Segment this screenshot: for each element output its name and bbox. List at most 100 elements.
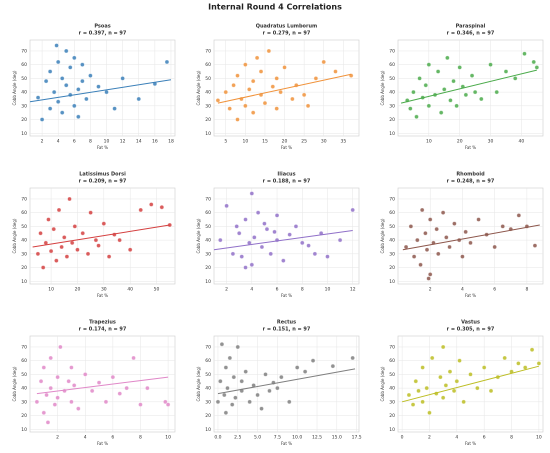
point	[516, 361, 521, 366]
point	[454, 103, 459, 108]
point	[251, 110, 256, 115]
plot-area	[397, 187, 544, 285]
y-tick-label: 50	[21, 224, 27, 230]
point	[227, 355, 232, 361]
y-tick-label: 60	[21, 210, 27, 216]
point	[223, 410, 229, 415]
point	[254, 55, 260, 60]
point	[247, 87, 252, 92]
point	[418, 262, 423, 267]
point	[440, 344, 446, 350]
point	[275, 385, 280, 391]
x-tick-label: 8	[525, 287, 528, 293]
point	[293, 224, 299, 229]
point	[424, 247, 430, 252]
point	[64, 48, 69, 54]
x-tick-label: 6	[73, 139, 76, 145]
x-tick-label: 8	[139, 435, 142, 441]
point	[112, 106, 117, 111]
point	[117, 391, 122, 396]
y-tick-label: 30	[389, 399, 395, 405]
point	[222, 392, 227, 398]
fit-line	[401, 365, 540, 403]
plot-area	[213, 335, 360, 433]
x-tick-label: 8	[301, 287, 304, 293]
point	[93, 237, 99, 243]
panel-title: Psoas	[94, 24, 110, 30]
y-tick-label: 60	[389, 62, 395, 68]
fit-line	[217, 368, 356, 395]
point	[243, 369, 248, 374]
y-axis-label: Cobb Angle (deg)	[196, 218, 201, 253]
point	[138, 402, 143, 407]
panel-title: Trapezius	[89, 320, 116, 326]
point	[223, 365, 229, 370]
point	[262, 221, 267, 226]
point	[267, 388, 272, 394]
x-tick-label: 5.0	[254, 435, 261, 441]
x-tick-label: 30	[101, 287, 107, 293]
point	[55, 374, 60, 380]
y-tick-label: 60	[205, 62, 211, 68]
point	[54, 43, 59, 48]
y-tick-label: 60	[21, 62, 27, 68]
point	[274, 106, 279, 111]
point	[457, 358, 462, 363]
point	[34, 399, 40, 404]
y-tick-label: 70	[389, 344, 395, 350]
point	[330, 364, 336, 369]
y-tick-label: 40	[21, 90, 27, 96]
y-tick-label: 50	[21, 76, 27, 82]
point	[60, 110, 65, 115]
x-tick-label: 16	[152, 139, 158, 145]
point	[46, 217, 51, 222]
point	[89, 388, 95, 394]
y-tick-label: 20	[21, 413, 27, 419]
point	[69, 365, 74, 370]
point	[215, 98, 221, 103]
x-tick-label: 6	[493, 287, 496, 293]
y-axis-label: Cobb Angle (deg)	[196, 70, 201, 105]
y-tick-label: 60	[205, 358, 211, 364]
point	[427, 410, 432, 415]
point	[234, 224, 239, 229]
point	[321, 59, 326, 65]
point	[444, 235, 449, 240]
point	[274, 213, 280, 218]
point	[350, 207, 355, 213]
x-tick-label: 40	[519, 139, 525, 145]
fit-line	[213, 230, 353, 251]
y-tick-label: 70	[205, 48, 211, 54]
x-tick-label: 4	[250, 287, 253, 293]
fit-line	[36, 376, 169, 395]
point	[41, 365, 46, 370]
y-tick-label: 50	[389, 372, 395, 378]
point	[266, 48, 272, 54]
point	[247, 399, 252, 404]
plot-area	[29, 39, 176, 137]
point	[218, 237, 223, 243]
y-tick-label: 30	[205, 251, 211, 257]
point	[440, 210, 446, 215]
point	[413, 379, 418, 384]
point	[38, 379, 44, 384]
x-tick-label: 20	[457, 139, 463, 145]
x-tick-label: 15	[262, 139, 268, 145]
point	[350, 355, 355, 361]
y-axis-label: Cobb Angle (deg)	[380, 366, 385, 401]
point	[263, 372, 268, 377]
point	[295, 365, 300, 370]
x-tick-label: 2	[56, 435, 59, 441]
y-tick-label: 20	[205, 413, 211, 419]
x-tick-label: 14	[136, 139, 142, 145]
point	[513, 76, 518, 81]
x-tick-label: 8	[510, 435, 513, 441]
y-tick-label: 70	[205, 344, 211, 350]
point	[502, 355, 507, 361]
fit-line	[29, 79, 172, 103]
point	[452, 221, 457, 226]
point	[312, 251, 318, 256]
point	[235, 344, 240, 350]
point	[38, 231, 43, 236]
point	[451, 388, 457, 394]
